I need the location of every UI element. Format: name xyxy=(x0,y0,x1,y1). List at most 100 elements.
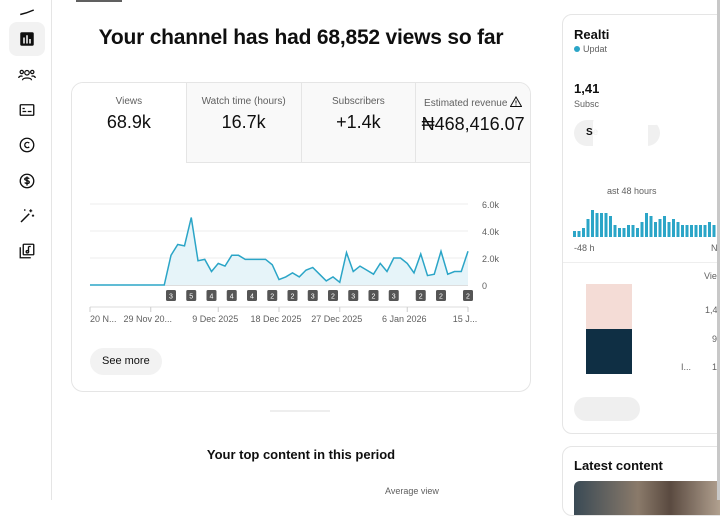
divider xyxy=(270,410,330,412)
realtime-bar xyxy=(681,225,684,237)
customization-icon xyxy=(18,207,36,225)
x-tick-label: 18 Dec 2025 xyxy=(250,314,301,324)
realtime-bar xyxy=(632,225,635,237)
realtime-bar xyxy=(636,228,639,237)
audio-library-icon xyxy=(18,242,36,260)
upload-marker-label: 2 xyxy=(270,294,274,301)
earn-icon xyxy=(18,172,36,190)
views-column-header: Vie xyxy=(704,271,717,281)
upload-marker-label: 5 xyxy=(189,294,193,301)
analytics-icon xyxy=(18,30,36,48)
column-header-average-view: Average view xyxy=(385,486,439,496)
realtime-bar xyxy=(645,213,648,237)
sidebar-item-audio-library[interactable] xyxy=(9,234,45,268)
sidebar-item-content[interactable] xyxy=(9,0,45,24)
content-title: I... xyxy=(681,362,691,372)
redaction xyxy=(613,15,663,125)
redaction xyxy=(593,115,648,160)
x-tick-label: 29 Nov 20... xyxy=(123,314,172,324)
realtime-bar xyxy=(596,213,599,237)
realtime-bar xyxy=(672,219,675,237)
upload-marker-label: 2 xyxy=(466,294,470,301)
sidebar-item-analytics[interactable] xyxy=(9,22,45,56)
realtime-bar xyxy=(600,213,603,237)
x-tick-label: 9 Dec 2025 xyxy=(192,314,238,324)
x-tick-label: 6 Jan 2026 xyxy=(382,314,427,324)
upload-marker-label: 4 xyxy=(210,294,214,301)
top-content-title: Your top content in this period xyxy=(70,447,532,462)
realtime-bar xyxy=(668,222,671,237)
subscriber-label: Subsc xyxy=(574,99,599,109)
sidebar xyxy=(0,0,52,500)
sidebar-item-copyright[interactable] xyxy=(9,128,45,162)
realtime-bar xyxy=(699,225,702,237)
realtime-bar-chart xyxy=(573,207,720,239)
upload-marker-label: 2 xyxy=(419,294,423,301)
x-tick-label: 15 J... xyxy=(453,314,478,324)
sidebar-item-earn[interactable] xyxy=(9,164,45,198)
realtime-bar xyxy=(677,222,680,237)
realtime-bar xyxy=(627,225,630,237)
realtime-bar xyxy=(587,219,590,237)
realtime-bar xyxy=(690,225,693,237)
subscriber-count: 1,41 xyxy=(574,81,599,96)
realtime-bar xyxy=(663,216,666,237)
upload-marker-label: 3 xyxy=(311,294,315,301)
upload-marker-label: 2 xyxy=(439,294,443,301)
realtime-card: Realti Updat 1,41 Subsc Se ast 48 hours … xyxy=(562,14,720,434)
realtime-bar xyxy=(650,216,653,237)
realtime-bar xyxy=(582,228,585,237)
realtime-title: Realti xyxy=(574,27,609,42)
latest-content-thumbnail[interactable] xyxy=(574,481,720,516)
see-more-button[interactable]: See more xyxy=(90,348,162,375)
tab-indicator xyxy=(76,0,122,2)
y-tick-label: 2.0k xyxy=(482,254,500,264)
views-value: 1,4 xyxy=(705,305,718,315)
upload-marker-label: 2 xyxy=(331,294,335,301)
realtime-bar xyxy=(654,222,657,237)
realtime-bar xyxy=(713,225,716,237)
realtime-bar xyxy=(641,222,644,237)
latest-content-title: Latest content xyxy=(574,458,663,473)
thumbnail[interactable] xyxy=(586,329,632,374)
realtime-bar xyxy=(609,216,612,237)
realtime-bar xyxy=(623,228,626,237)
y-tick-label: 0 xyxy=(482,281,487,291)
page-title: Your channel has had 68,852 views so far xyxy=(70,26,532,50)
realtime-bar xyxy=(573,231,576,237)
realtime-bar xyxy=(708,222,711,237)
upload-marker-label: 4 xyxy=(250,294,254,301)
area-fill xyxy=(90,218,468,286)
last-48-hours-label: ast 48 hours xyxy=(607,186,657,196)
sidebar-item-community[interactable] xyxy=(9,58,45,92)
upload-marker-label: 4 xyxy=(230,294,234,301)
y-tick-label: 6.0k xyxy=(482,200,500,210)
see-more-button[interactable] xyxy=(574,397,640,421)
content-icon xyxy=(18,0,36,16)
sidebar-item-subtitles[interactable] xyxy=(9,93,45,127)
upload-marker-label: 2 xyxy=(372,294,376,301)
realtime-bar xyxy=(704,225,707,237)
x-tick-label: 20 N... xyxy=(90,314,117,324)
realtime-bar xyxy=(618,228,621,237)
realtime-bar xyxy=(659,219,662,237)
realtime-bar xyxy=(686,225,689,237)
thumbnail[interactable] xyxy=(586,284,632,329)
subtitles-icon xyxy=(18,101,36,119)
latest-content-card: Latest content xyxy=(562,446,720,516)
realtime-bar xyxy=(695,225,698,237)
realtime-bar xyxy=(614,225,617,237)
sidebar-item-customization[interactable] xyxy=(9,199,45,233)
upload-marker-label: 3 xyxy=(169,294,173,301)
realtime-bar xyxy=(591,210,594,237)
x-tick-label: 27 Dec 2025 xyxy=(311,314,362,324)
upload-marker-label: 3 xyxy=(351,294,355,301)
realtime-bar xyxy=(578,231,581,237)
community-icon xyxy=(18,66,36,84)
axis-label-left: -48 h xyxy=(574,243,595,253)
upload-marker-label: 2 xyxy=(291,294,295,301)
updating-label: Updat xyxy=(583,44,607,54)
upload-marker-label: 3 xyxy=(392,294,396,301)
